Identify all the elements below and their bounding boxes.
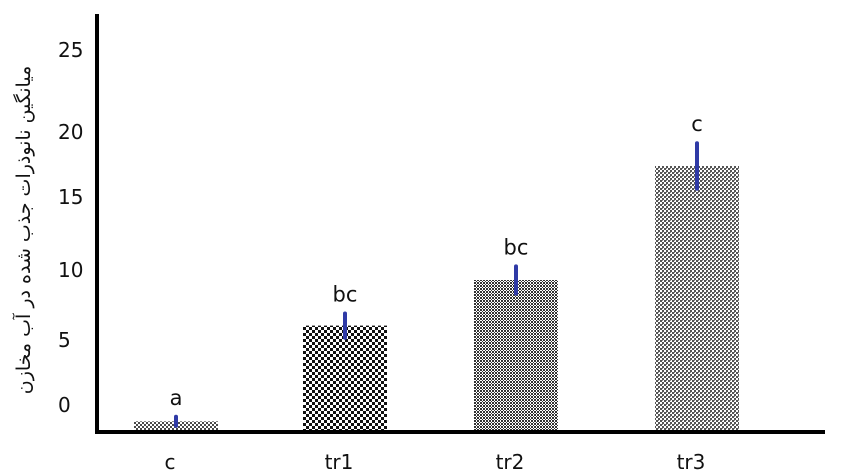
- error-bars: [174, 141, 699, 428]
- y-tick-label: 10: [58, 258, 83, 282]
- x-tick-label-c: c: [165, 450, 176, 474]
- y-axis-label: میانگین نانوذرات جذب شده در آب مخازن: [11, 66, 35, 395]
- y-tick-label: 15: [58, 185, 83, 209]
- bars: [134, 166, 739, 432]
- x-tick-label-tr1: tr1: [325, 450, 354, 474]
- y-tick-label: 5: [58, 328, 71, 352]
- significance-label-tr2: bc: [504, 235, 529, 259]
- y-axis-tick-labels: 0 5 10 15 20 25: [58, 38, 83, 417]
- significance-labels: a bc bc c: [170, 112, 703, 410]
- bar-tr2: [474, 280, 558, 432]
- y-tick-label: 0: [58, 393, 71, 417]
- y-tick-label: 25: [58, 38, 83, 62]
- y-tick-label: 20: [58, 120, 83, 144]
- x-tick-label-tr3: tr3: [677, 450, 706, 474]
- bar-tr1: [303, 325, 387, 432]
- significance-label-tr1: bc: [333, 282, 358, 306]
- bar-tr3: [655, 166, 739, 432]
- significance-label-tr3: c: [691, 112, 703, 136]
- x-tick-label-tr2: tr2: [496, 450, 525, 474]
- significance-label-c: a: [170, 386, 183, 410]
- x-axis-tick-labels: c tr1 tr2 tr3: [165, 450, 706, 474]
